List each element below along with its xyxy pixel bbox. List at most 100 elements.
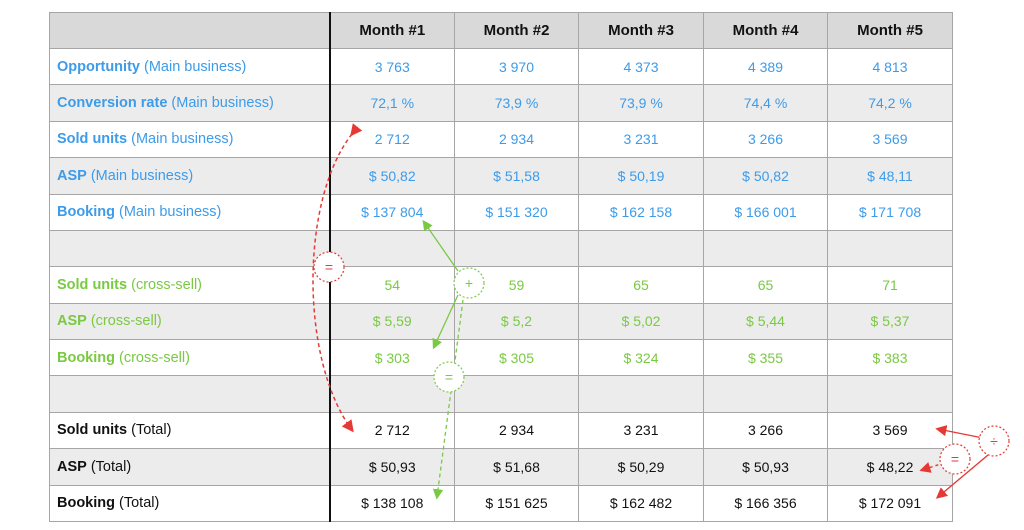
label-rest: (Main business) (167, 95, 274, 112)
cell: $ 151 320 (454, 193, 579, 231)
cell: $ 162 158 (578, 193, 704, 231)
spacer-cell (328, 375, 455, 413)
cell: $ 151 625 (454, 484, 579, 522)
spacer-cell (703, 229, 828, 268)
spacer-row (49, 375, 953, 413)
cell: $ 305 (454, 338, 579, 377)
cell: $ 137 804 (328, 193, 455, 231)
cell: $ 50,93 (328, 448, 455, 486)
cell: 3 763 (328, 47, 455, 86)
label-bold: Booking (57, 495, 115, 512)
cell: $ 166 001 (703, 193, 828, 231)
spacer-cell (328, 229, 455, 268)
cell: $ 48,11 (827, 157, 953, 195)
cell: 4 813 (827, 47, 953, 86)
label-bold: ASP (57, 458, 87, 475)
label-bold: Booking (57, 204, 115, 221)
cell: 74,4 % (703, 84, 828, 122)
label-bold: ASP (57, 313, 87, 330)
row-label: Conversion rate (Main business) (49, 84, 330, 122)
spacer-cell (454, 375, 579, 413)
row-booking-total: Booking (Total) $ 138 108 $ 151 625 $ 16… (49, 484, 953, 522)
cell: 3 266 (703, 411, 828, 450)
label-rest: (cross-sell) (86, 313, 162, 330)
spacer-cell (578, 375, 704, 413)
cell: 2 712 (328, 120, 455, 159)
cell: 3 970 (454, 47, 579, 86)
cell: $ 171 708 (827, 193, 953, 231)
cell: $ 50,19 (578, 157, 704, 195)
label-bold: Conversion rate (57, 95, 168, 112)
row-conversion-rate-main: Conversion rate (Main business) 72,1 % 7… (49, 84, 953, 122)
cell: $ 138 108 (328, 484, 455, 522)
row-label: Booking (Main business) (49, 193, 330, 231)
label-rest: (Main business) (86, 167, 194, 184)
cell: $ 324 (578, 338, 704, 377)
cell: 3 569 (827, 120, 953, 159)
label-bold: Sold units (57, 422, 128, 439)
cell: 3 231 (578, 120, 704, 159)
label-rest: (Main business) (127, 131, 234, 148)
row-label: ASP (cross-sell) (49, 302, 330, 341)
row-opportunity-main: Opportunity (Main business) 3 763 3 970 … (49, 47, 953, 86)
row-booking-main: Booking (Main business) $ 137 804 $ 151 … (49, 193, 953, 231)
divide-icon: ÷ (990, 433, 998, 449)
spacer-cell (49, 229, 330, 268)
cell: $ 5,37 (827, 302, 953, 341)
row-asp-total: ASP (Total) $ 50,93 $ 51,68 $ 50,29 $ 50… (49, 448, 953, 486)
header-month-2: Month #2 (454, 12, 579, 49)
cell: 74,2 % (827, 84, 953, 122)
cell: 2 934 (454, 120, 579, 159)
cell: $ 172 091 (827, 484, 953, 522)
row-label: Sold units (Total) (49, 411, 330, 450)
row-booking-cross-sell: Booking (cross-sell) $ 303 $ 305 $ 324 $… (49, 338, 953, 377)
cell: 4 373 (578, 47, 704, 86)
row-label: Sold units (cross-sell) (49, 266, 330, 304)
cell: 71 (827, 266, 953, 304)
cell: 4 389 (703, 47, 828, 86)
cell: $ 303 (328, 338, 455, 377)
row-sold-units-cross-sell: Sold units (cross-sell) 54 59 65 65 71 (49, 266, 953, 304)
data-table: Month #1 Month #2 Month #3 Month #4 Mont… (49, 12, 953, 522)
header-corner-cell (49, 12, 330, 49)
cell: $ 5,59 (328, 302, 455, 341)
row-label: ASP (Total) (49, 448, 330, 486)
label-bold: Sold units (57, 276, 128, 293)
cell: $ 355 (703, 338, 828, 377)
label-rest: (Total) (115, 495, 160, 512)
cell: 73,9 % (578, 84, 704, 122)
row-sold-units-main: Sold units (Main business) 2 712 2 934 3… (49, 120, 953, 159)
label-bold: Sold units (57, 131, 128, 148)
header-month-4: Month #4 (703, 12, 828, 49)
cell: 3 231 (578, 411, 704, 450)
label-rest: (cross-sell) (115, 349, 190, 366)
label-rest: (Main business) (115, 204, 222, 221)
cell: 54 (328, 266, 455, 304)
cell: $ 5,2 (454, 302, 579, 341)
spacer-cell (49, 375, 330, 413)
label-rest: (cross-sell) (127, 276, 203, 293)
row-label: ASP (Main business) (49, 157, 330, 195)
row-asp-cross-sell: ASP (cross-sell) $ 5,59 $ 5,2 $ 5,02 $ 5… (49, 302, 953, 341)
cell: $ 162 482 (578, 484, 704, 522)
cell: 65 (578, 266, 704, 304)
cell: $ 51,68 (454, 448, 579, 486)
cell: 3 266 (703, 120, 828, 159)
cell: 65 (703, 266, 828, 304)
cell: $ 48,22 (827, 448, 953, 486)
label-rest: (Main business) (139, 58, 247, 75)
cell: 73,9 % (454, 84, 579, 122)
header-row: Month #1 Month #2 Month #3 Month #4 Mont… (49, 12, 953, 49)
cell: 59 (454, 266, 579, 304)
cell: $ 50,82 (328, 157, 455, 195)
cell: $ 166 356 (703, 484, 828, 522)
cell: 3 569 (827, 411, 953, 450)
cell: $ 383 (827, 338, 953, 377)
row-label: Opportunity (Main business) (49, 47, 330, 86)
label-bold: Opportunity (57, 58, 140, 75)
header-month-5: Month #5 (827, 12, 953, 49)
spacer-cell (827, 229, 953, 268)
header-month-3: Month #3 (578, 12, 704, 49)
cell: $ 50,82 (703, 157, 828, 195)
row-label: Booking (Total) (49, 484, 330, 522)
